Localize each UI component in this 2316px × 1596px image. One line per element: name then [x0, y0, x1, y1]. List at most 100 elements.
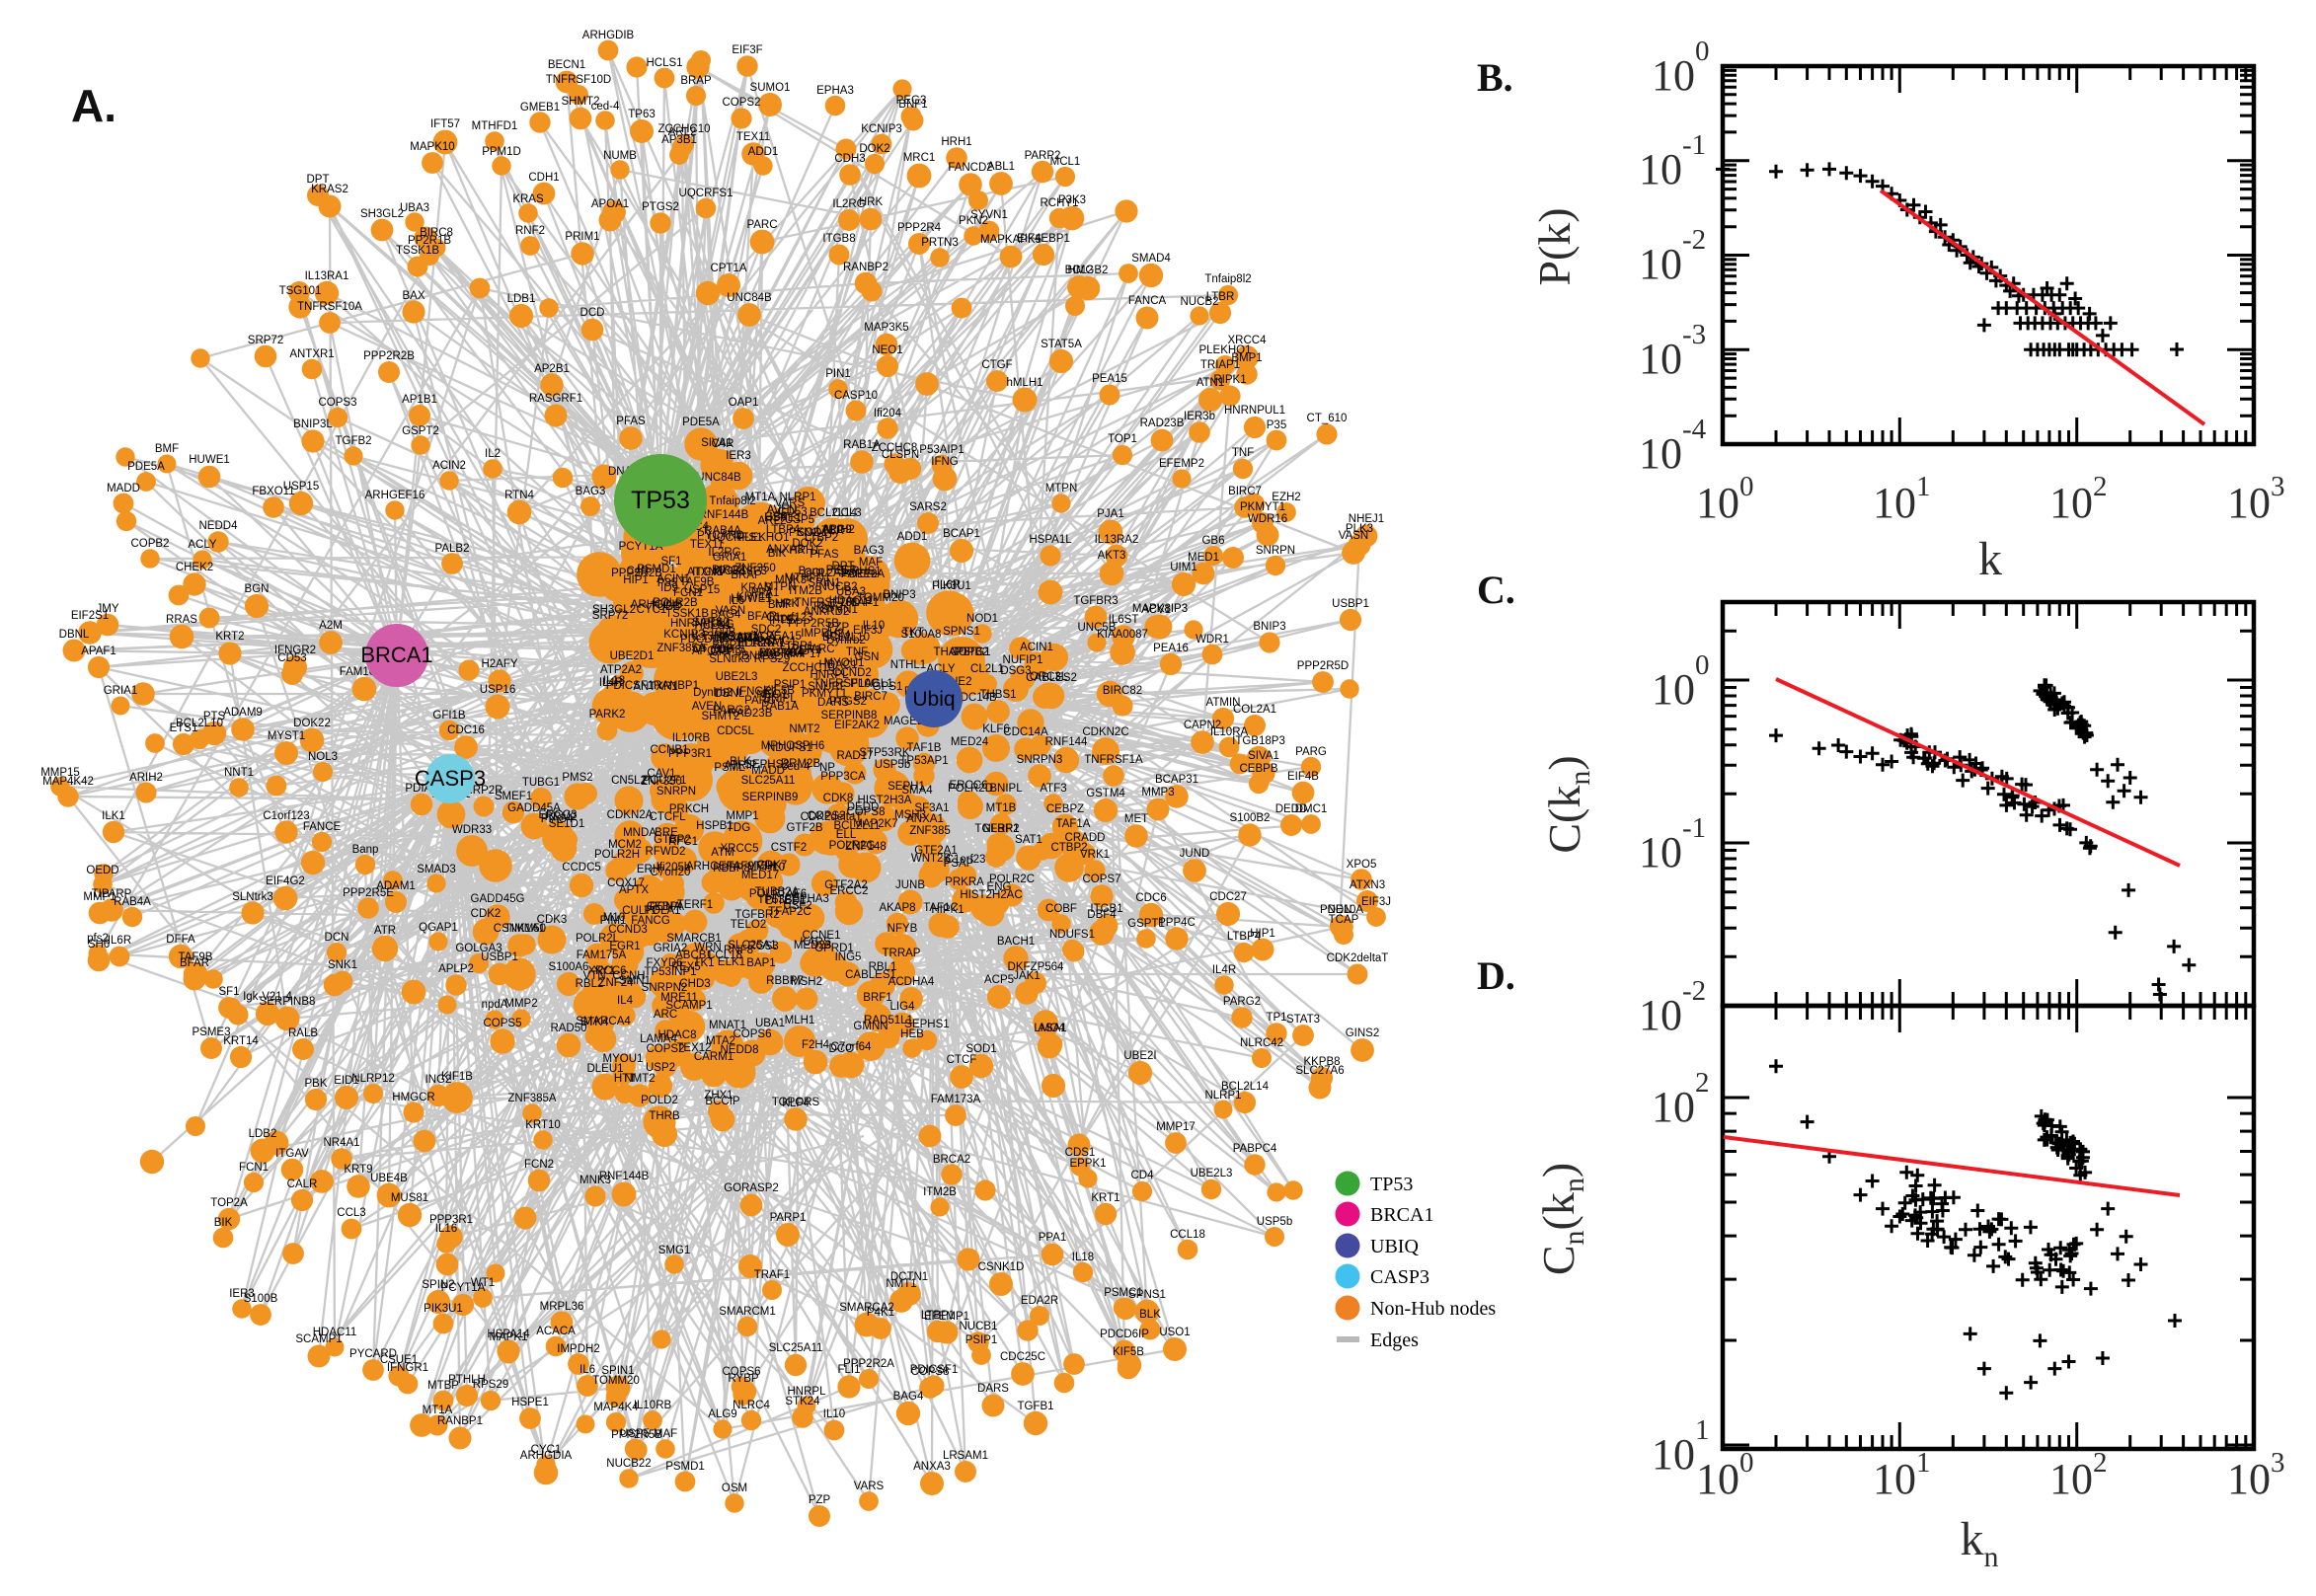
- svg-text:RTN4: RTN4: [504, 490, 534, 501]
- svg-text:NUMB: NUMB: [603, 150, 637, 162]
- svg-text:KLF6: KLF6: [982, 723, 1010, 735]
- svg-text:WDR33: WDR33: [452, 824, 492, 836]
- svg-text:NMT2: NMT2: [789, 723, 819, 735]
- svg-text:PPP2R5E: PPP2R5E: [343, 887, 394, 899]
- svg-text:C4R: C4R: [626, 566, 649, 577]
- svg-text:TDG: TDG: [727, 822, 750, 834]
- svg-text:IFT57: IFT57: [769, 615, 799, 627]
- svg-text:TP53INP1: TP53INP1: [644, 966, 696, 978]
- svg-text:RRP2R: RRP2R: [465, 785, 503, 797]
- svg-text:Banp: Banp: [799, 566, 825, 577]
- svg-text:GRIA1: GRIA1: [713, 552, 747, 564]
- svg-text:MTA2: MTA2: [706, 1035, 735, 1047]
- svg-text:OAP1: OAP1: [729, 397, 759, 409]
- svg-text:PIK3U1: PIK3U1: [932, 580, 971, 592]
- svg-text:PDCD6IP: PDCD6IP: [1100, 1329, 1149, 1340]
- svg-text:SHMT2: SHMT2: [702, 711, 740, 722]
- svg-text:CDC16: CDC16: [447, 724, 485, 736]
- svg-text:ARL2: ARL2: [668, 126, 697, 138]
- svg-text:AP1B1: AP1B1: [402, 394, 437, 406]
- svg-text:PEX5: PEX5: [671, 961, 700, 973]
- svg-text:PLEKHO1: PLEKHO1: [1198, 344, 1251, 356]
- svg-text:SPNS1: SPNS1: [1128, 1289, 1166, 1301]
- svg-text:TP53: TP53: [1370, 1174, 1413, 1195]
- svg-text:FCN2: FCN2: [524, 1159, 554, 1171]
- svg-text:IL6: IL6: [729, 595, 744, 607]
- svg-text:PARG2: PARG2: [713, 705, 750, 717]
- svg-text:CALR: CALR: [287, 1178, 318, 1190]
- svg-text:MMP17: MMP17: [1156, 1121, 1196, 1133]
- svg-text:FCN1: FCN1: [239, 1162, 269, 1174]
- svg-text:IL4R: IL4R: [599, 677, 623, 689]
- svg-text:ACIN1: ACIN1: [656, 573, 690, 585]
- svg-text:CDC25C: CDC25C: [1000, 1351, 1045, 1363]
- svg-text:JUND: JUND: [1180, 848, 1210, 860]
- svg-text:APOA1: APOA1: [591, 198, 629, 210]
- svg-text:ZCCHC10: ZCCHC10: [782, 662, 834, 674]
- svg-text:PDCD6IP: PDCD6IP: [680, 634, 730, 646]
- svg-text:PPP2R4: PPP2R4: [897, 222, 942, 234]
- svg-text:IFNG: IFNG: [931, 456, 959, 468]
- svg-text:DCC: DCC: [829, 1043, 854, 1055]
- svg-text:ATF3: ATF3: [1040, 783, 1066, 795]
- svg-text:RPS29: RPS29: [473, 1379, 508, 1391]
- svg-text:XRCC6: XRCC6: [588, 965, 627, 977]
- svg-text:HTT: HTT: [614, 1073, 636, 1085]
- svg-text:IL10RA: IL10RA: [1210, 726, 1249, 738]
- svg-text:PPP2R2B: PPP2R2B: [611, 568, 662, 579]
- svg-text:BNF1: BNF1: [898, 99, 927, 111]
- svg-text:KIAA0087: KIAA0087: [1097, 629, 1148, 641]
- svg-text:-4: -4: [1682, 414, 1707, 445]
- svg-text:HCLS1: HCLS1: [694, 620, 731, 632]
- svg-text:10: 10: [2049, 479, 2093, 527]
- svg-text:AVEN: AVEN: [767, 504, 797, 516]
- svg-text:FBXO11: FBXO11: [252, 486, 294, 497]
- svg-text:PABPC4: PABPC4: [759, 647, 804, 659]
- svg-text:PARG2: PARG2: [1223, 996, 1261, 1008]
- svg-text:BIRC7: BIRC7: [854, 691, 888, 703]
- svg-text:CDS1: CDS1: [1065, 1147, 1096, 1159]
- svg-text:PRKCH: PRKCH: [669, 803, 709, 815]
- svg-text:UNC5B: UNC5B: [1078, 622, 1117, 634]
- svg-text:DOK2: DOK2: [792, 538, 822, 550]
- svg-text:ZNF24: ZNF24: [598, 977, 634, 989]
- svg-text:Dynlrb2: Dynlrb2: [826, 635, 866, 646]
- svg-text:EID1: EID1: [334, 1075, 359, 1087]
- svg-text:OPRD1: OPRD1: [814, 943, 854, 954]
- svg-text:POLR2C: POLR2C: [989, 874, 1035, 885]
- svg-text:RANBP2: RANBP2: [843, 262, 888, 273]
- svg-text:IFNG: IFNG: [707, 619, 734, 631]
- svg-text:CTCFL: CTCFL: [649, 811, 686, 823]
- svg-text:PBK: PBK: [304, 1078, 327, 1090]
- svg-text:HRK: HRK: [859, 196, 884, 208]
- svg-text:MUS81: MUS81: [391, 1192, 428, 1204]
- svg-text:ATMIN: ATMIN: [1206, 697, 1241, 709]
- svg-text:MAP3K5: MAP3K5: [864, 322, 908, 334]
- svg-text:BNIP3: BNIP3: [883, 589, 915, 601]
- svg-text:CD53: CD53: [277, 652, 306, 664]
- svg-text:CN5L2: CN5L2: [611, 775, 647, 787]
- svg-text:GPS1: GPS1: [873, 681, 903, 693]
- svg-text:IFNGR1: IFNGR1: [387, 1362, 428, 1374]
- svg-text:PEG3: PEG3: [826, 565, 857, 576]
- svg-text:0: 0: [1695, 649, 1710, 681]
- svg-text:SARS2: SARS2: [692, 617, 730, 629]
- svg-text:ATM: ATM: [711, 847, 733, 859]
- svg-text:PRKRA: PRKRA: [945, 876, 984, 888]
- svg-text:PPM1D: PPM1D: [482, 146, 521, 158]
- svg-text:BRCA1: BRCA1: [360, 643, 432, 667]
- svg-text:CDK7: CDK7: [757, 860, 788, 872]
- svg-text:CTGF: CTGF: [981, 359, 1012, 371]
- svg-text:WT1: WT1: [471, 1277, 495, 1289]
- svg-text:CPT1A: CPT1A: [710, 646, 746, 658]
- svg-text:RAD50: RAD50: [550, 1023, 586, 1034]
- svg-text:npdA: npdA: [482, 999, 508, 1011]
- svg-text:PSIP1: PSIP1: [965, 1334, 998, 1346]
- svg-text:ANTXR1: ANTXR1: [289, 348, 334, 360]
- svg-text:HIP1: HIP1: [1250, 928, 1275, 940]
- svg-text:BRAP: BRAP: [731, 570, 762, 581]
- svg-text:ANXA1: ANXA1: [906, 813, 944, 825]
- svg-text:EIF2S1: EIF2S1: [71, 610, 109, 622]
- svg-text:10: 10: [1639, 828, 1682, 876]
- svg-text:PRTN3: PRTN3: [921, 237, 959, 249]
